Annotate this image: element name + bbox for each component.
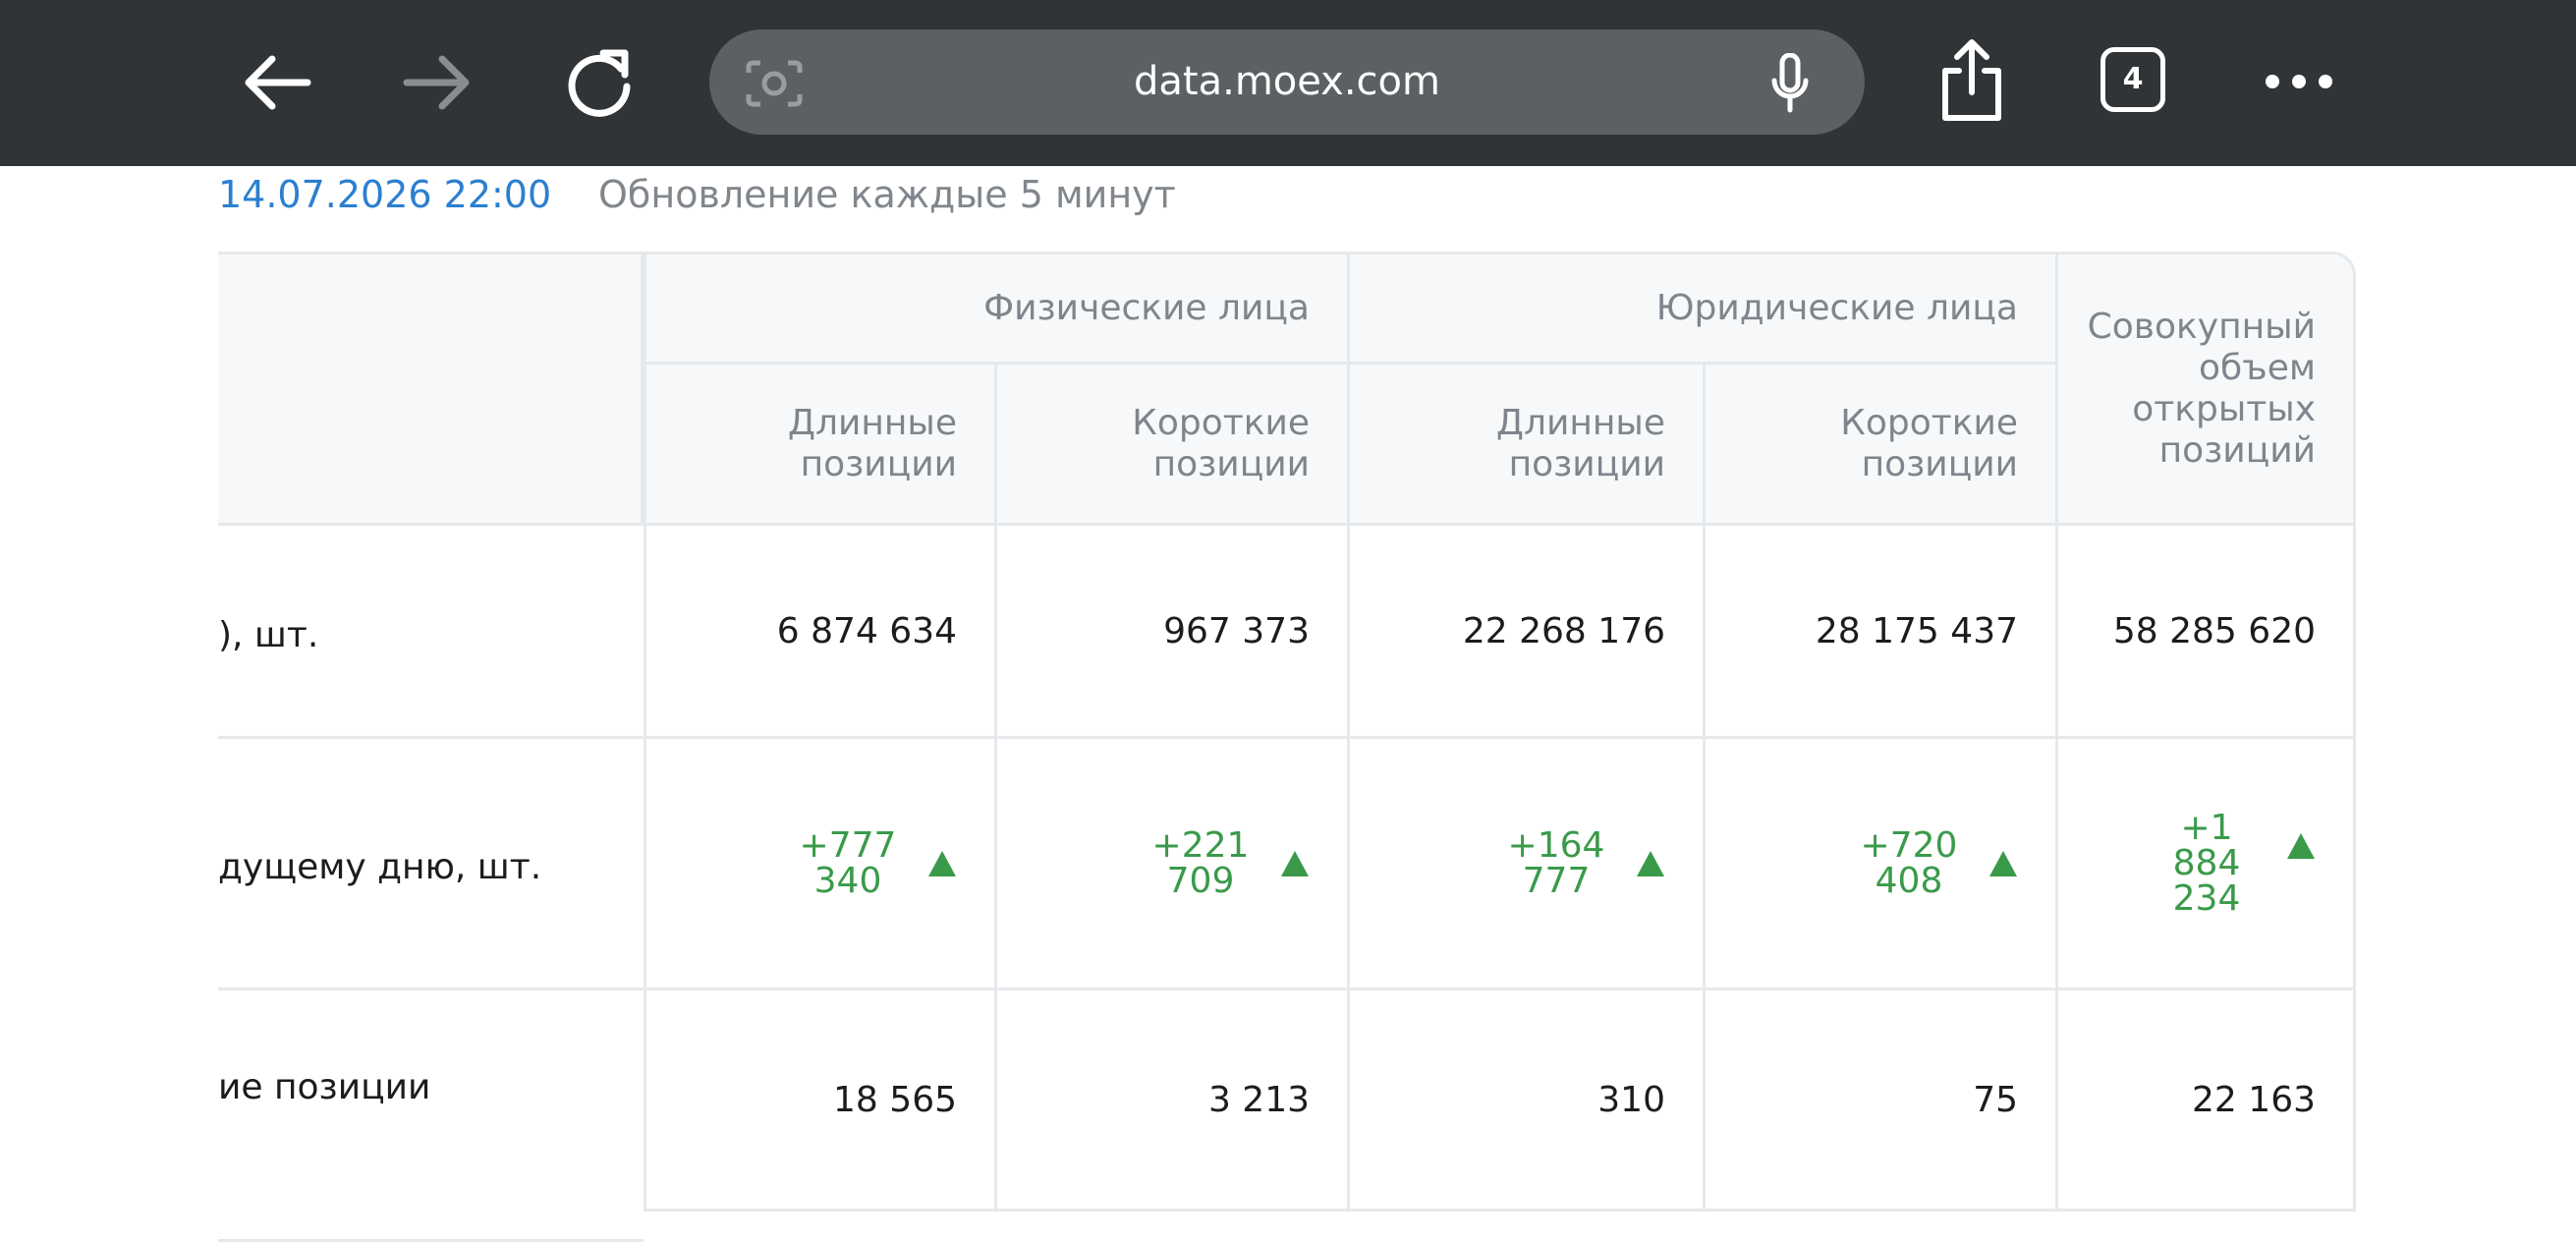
cell-value: 28 175 437: [1815, 610, 2018, 651]
up-arrow: [1637, 850, 1664, 876]
update-note: Обновление каждые 5 минут: [598, 173, 1176, 216]
row-label: ), шт.: [218, 614, 319, 655]
up-arrow: [1989, 850, 2017, 876]
header-corner: [218, 252, 644, 526]
update-datetime: 14.07.2026 22:00: [218, 173, 552, 216]
share-button[interactable]: [1937, 37, 2006, 124]
table-cell: 310: [1350, 990, 1706, 1212]
up-arrow: [1281, 850, 1309, 876]
column-header: Короткие позиции: [997, 365, 1350, 526]
table-cell: 22 268 176: [1350, 526, 1706, 739]
cell-value: 967 373: [1163, 610, 1310, 651]
group-header-text: Физические лица: [983, 287, 1310, 328]
table-cell: 75: [1706, 990, 2058, 1212]
table-cell: +720 408: [1706, 739, 2058, 990]
cell-value: +164 777: [1507, 824, 1605, 901]
back-button[interactable]: [241, 53, 311, 112]
table-cell: 22 163: [2058, 990, 2356, 1212]
table-cell: 28 175 437: [1706, 526, 2058, 739]
column-header-text: Длинные позиции: [787, 402, 957, 484]
table-cell: +221 709: [997, 739, 1350, 990]
cell-value: +720 408: [1860, 824, 1958, 901]
row-divider: [218, 736, 644, 739]
column-header: Короткие позиции: [1706, 365, 2058, 526]
cell-value: +1 884 234: [2172, 807, 2241, 919]
cell-value: 58 285 620: [2112, 610, 2316, 651]
reload-button[interactable]: [564, 43, 639, 118]
table-cell: 18 565: [644, 990, 997, 1212]
table-cell: 58 285 620: [2058, 526, 2356, 739]
column-header-text: Короткие позиции: [1132, 402, 1310, 484]
tabs-button[interactable]: 4: [2100, 47, 2165, 112]
cell-value: 22 268 176: [1462, 610, 1665, 651]
group-header: Юридические лица: [1350, 252, 2058, 365]
cell-value: +777 340: [799, 824, 897, 901]
table-cell: +777 340: [644, 739, 997, 990]
column-header-text: Длинные позиции: [1495, 402, 1665, 484]
cell-value: 6 874 634: [776, 610, 957, 651]
cell-value: 3 213: [1207, 1079, 1310, 1120]
row-divider: [218, 988, 644, 990]
browser-toolbar: data.moex.com 4: [0, 0, 2576, 166]
url-text[interactable]: data.moex.com: [1134, 59, 1440, 104]
group-header-text: Юридические лица: [1655, 287, 2018, 328]
mic-icon[interactable]: [1770, 53, 1810, 114]
table-cell: 6 874 634: [644, 526, 997, 739]
group-header: Совокупный объем открытых позиций: [2058, 252, 2356, 526]
up-arrow: [928, 850, 956, 876]
cell-value: +221 709: [1151, 824, 1250, 901]
cell-value: 18 565: [833, 1079, 957, 1120]
column-header: Длинные позиции: [644, 365, 997, 526]
row-label: ие позиции: [218, 1067, 431, 1107]
column-header-text: Короткие позиции: [1840, 402, 2018, 484]
lens-icon[interactable]: [745, 59, 804, 108]
more-button[interactable]: [2264, 73, 2334, 90]
column-header: Длинные позиции: [1350, 365, 1706, 526]
table-cell: 967 373: [997, 526, 1350, 739]
address-bar[interactable]: data.moex.com: [709, 29, 1865, 135]
table-cell: +1 884 234: [2058, 739, 2356, 990]
row-label: дущему дню, шт.: [218, 847, 542, 887]
group-header-text: Совокупный объем открытых позиций: [2087, 306, 2316, 471]
cell-value: 75: [1973, 1079, 2018, 1120]
group-header: Физические лица: [644, 252, 1350, 365]
cell-value: 310: [1597, 1079, 1665, 1120]
up-arrow: [2287, 832, 2315, 859]
table-cell: +164 777: [1350, 739, 1706, 990]
forward-button[interactable]: [403, 53, 474, 112]
table-cell: 3 213: [997, 990, 1350, 1212]
cell-value: 22 163: [2192, 1079, 2316, 1120]
